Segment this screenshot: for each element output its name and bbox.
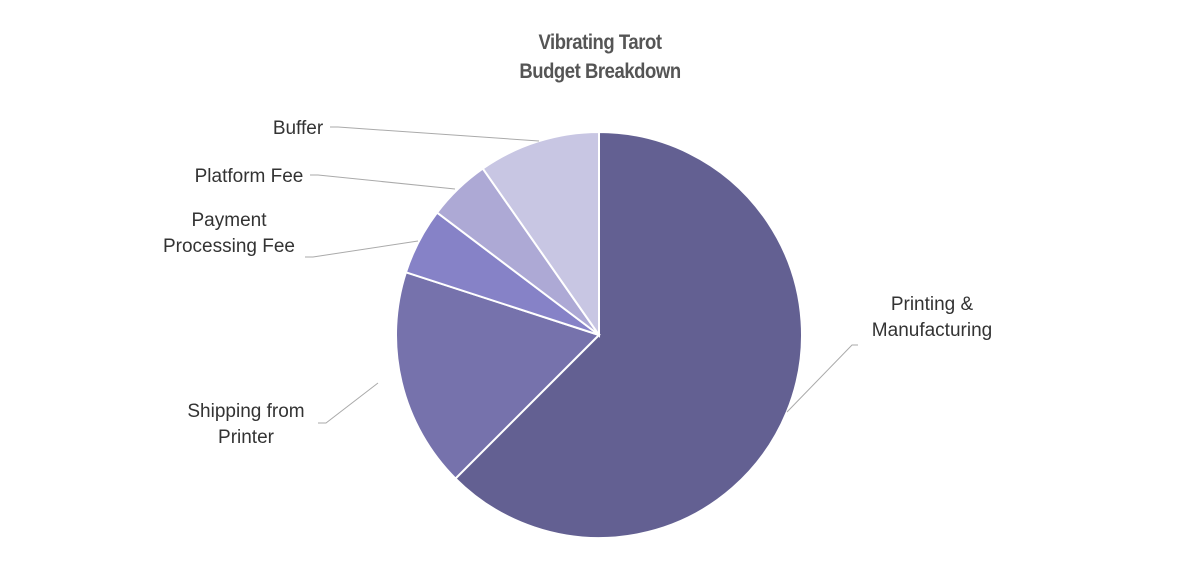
slice-label-4-line-0: Buffer <box>273 118 324 139</box>
leader-line-1 <box>318 382 379 424</box>
leader-line-2 <box>305 240 419 258</box>
slice-label-3-line-0: Platform Fee <box>195 166 304 187</box>
slice-label-2-line-1: Processing Fee <box>163 236 295 257</box>
slice-label-0-line-0: Printing & <box>891 294 974 315</box>
slice-label-1-line-0: Shipping from <box>187 401 304 422</box>
slice-label-0-line-1: Manufacturing <box>872 320 992 341</box>
slice-label-1-line-1: Printer <box>218 427 275 448</box>
pie-slice-0 <box>454 130 803 539</box>
chart-title: Vibrating Tarot Budget Breakdown <box>72 28 1128 86</box>
leader-line-3 <box>310 174 456 190</box>
leader-line-0 <box>786 344 858 413</box>
leader-line-4 <box>330 126 540 142</box>
chart-title-line-2: Budget Breakdown <box>519 60 681 83</box>
slice-label-2-line-0: Payment <box>192 210 268 231</box>
chart-title-line-1: Vibrating Tarot <box>538 31 662 54</box>
pie-slice-1 <box>395 271 601 480</box>
